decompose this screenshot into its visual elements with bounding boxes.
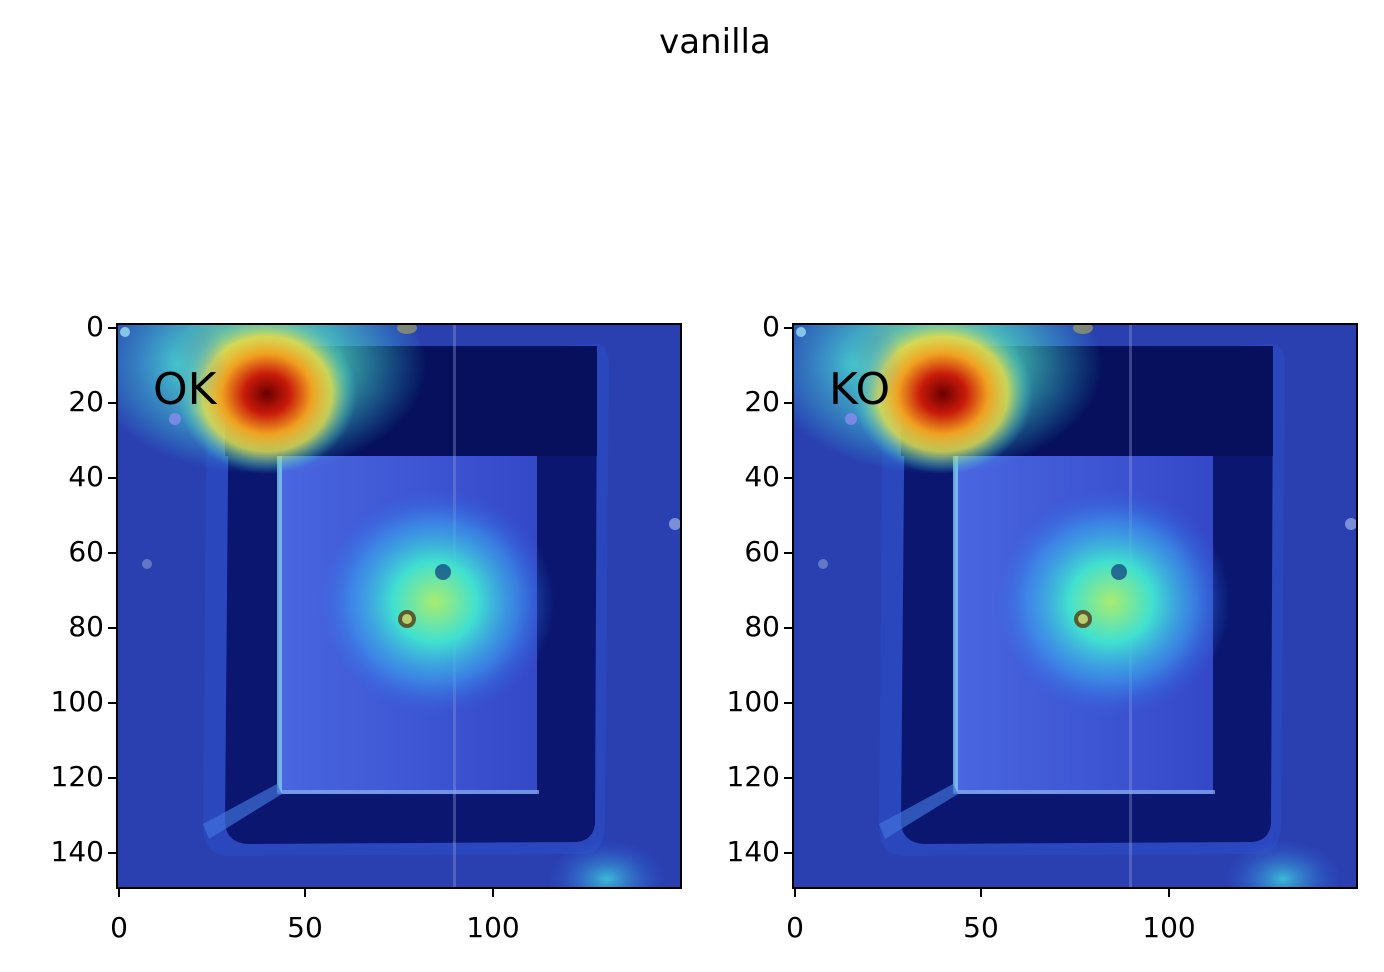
y-tick-label: 120: [726, 760, 780, 793]
y-tick-label: 100: [50, 685, 104, 718]
y-tick-label: 140: [726, 835, 780, 868]
x-tick-mark: [304, 888, 306, 897]
y-tick-mark: [108, 327, 116, 329]
y-tick-mark: [108, 402, 116, 404]
y-tick-mark: [784, 327, 792, 329]
x-tick-label: 0: [786, 911, 804, 944]
y-tick-label: 40: [744, 460, 780, 493]
axes-frame: [116, 323, 682, 889]
x-tick-label: 0: [110, 911, 128, 944]
y-tick-mark: [784, 477, 792, 479]
y-tick-label: 40: [68, 460, 104, 493]
y-tick-label: 0: [762, 310, 780, 343]
x-tick-label: 100: [1142, 911, 1196, 944]
y-tick-mark: [108, 777, 116, 779]
y-tick-label: 60: [744, 535, 780, 568]
panel-ko: KO 0 20 40 60 80 100 120 140 0 50 100: [727, 313, 1358, 942]
y-tick-mark: [784, 852, 792, 854]
x-tick-mark: [1168, 888, 1170, 897]
y-tick-label: 100: [726, 685, 780, 718]
axes-frame: [792, 323, 1358, 889]
y-tick-mark: [108, 552, 116, 554]
panel-ok: OK 0 20 40 60 80 100 120 140 0 50 100: [51, 313, 682, 942]
x-tick-label: 100: [466, 911, 520, 944]
panel-label: KO: [829, 364, 891, 415]
y-tick-mark: [108, 627, 116, 629]
y-tick-mark: [784, 777, 792, 779]
x-tick-mark: [980, 888, 982, 897]
y-tick-label: 0: [86, 310, 104, 343]
y-tick-mark: [784, 702, 792, 704]
y-tick-label: 60: [68, 535, 104, 568]
y-tick-label: 120: [50, 760, 104, 793]
x-tick-label: 50: [963, 911, 999, 944]
figure-title: vanilla: [659, 22, 771, 62]
y-tick-label: 80: [744, 610, 780, 643]
x-tick-mark: [492, 888, 494, 897]
y-tick-mark: [784, 627, 792, 629]
y-tick-label: 80: [68, 610, 104, 643]
y-tick-mark: [108, 477, 116, 479]
y-tick-label: 140: [50, 835, 104, 868]
y-tick-label: 20: [68, 385, 104, 418]
panel-label: OK: [153, 364, 217, 415]
y-tick-mark: [784, 402, 792, 404]
x-tick-mark: [794, 888, 796, 897]
y-tick-label: 20: [744, 385, 780, 418]
y-tick-mark: [784, 552, 792, 554]
x-tick-mark: [118, 888, 120, 897]
y-tick-mark: [108, 702, 116, 704]
y-tick-mark: [108, 852, 116, 854]
x-tick-label: 50: [287, 911, 323, 944]
